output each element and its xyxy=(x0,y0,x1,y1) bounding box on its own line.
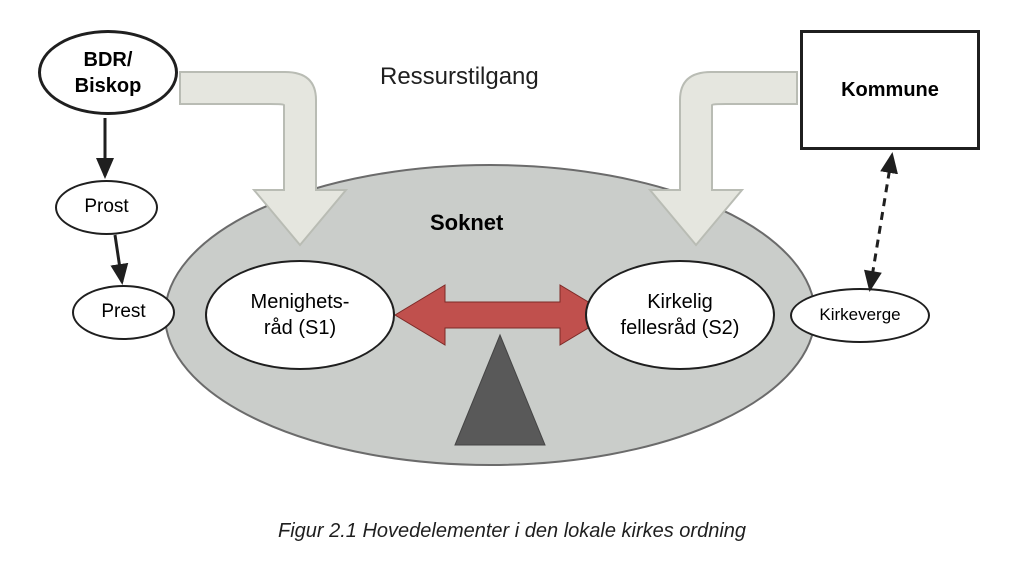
soknet-label-text: Soknet xyxy=(430,210,503,235)
fulcrum-triangle xyxy=(455,335,545,445)
node-fellesrad-label: Kirkeligfellesråd (S2) xyxy=(621,289,740,341)
node-fellesrad: Kirkeligfellesråd (S2) xyxy=(585,260,775,370)
arrow-kirkeverge-kommune xyxy=(870,155,892,289)
node-menighetsrad: Menighets-råd (S1) xyxy=(205,260,395,370)
node-kirkeverge: Kirkeverge xyxy=(790,288,930,343)
node-prest-label: Prest xyxy=(101,300,145,325)
title-label: Ressurstilgang xyxy=(380,63,539,91)
node-prost: Prost xyxy=(55,180,158,235)
red-double-arrow xyxy=(395,285,610,345)
soknet-label: Soknet xyxy=(430,210,503,236)
title-label-text: Ressurstilgang xyxy=(380,63,539,90)
node-bdr-label: BDR/Biskop xyxy=(75,47,142,99)
node-prest: Prest xyxy=(72,285,175,340)
node-bdr-biskop: BDR/Biskop xyxy=(38,30,178,115)
node-prost-label: Prost xyxy=(84,195,128,220)
arrow-prost-to-prest xyxy=(115,235,122,282)
node-kommune: Kommune xyxy=(800,30,980,150)
big-arrow-left xyxy=(180,72,346,245)
figure-caption-text: Figur 2.1 Hovedelementer i den lokale ki… xyxy=(278,520,746,542)
figure-caption: Figur 2.1 Hovedelementer i den lokale ki… xyxy=(0,520,1024,543)
diagram-container: BDR/Biskop Prost Prest Menighets-råd (S1… xyxy=(0,0,1024,574)
big-arrow-right xyxy=(650,72,797,245)
node-menighetsrad-label: Menighets-råd (S1) xyxy=(251,289,350,341)
node-kommune-label: Kommune xyxy=(841,77,939,103)
node-kirkeverge-label: Kirkeverge xyxy=(819,304,900,326)
